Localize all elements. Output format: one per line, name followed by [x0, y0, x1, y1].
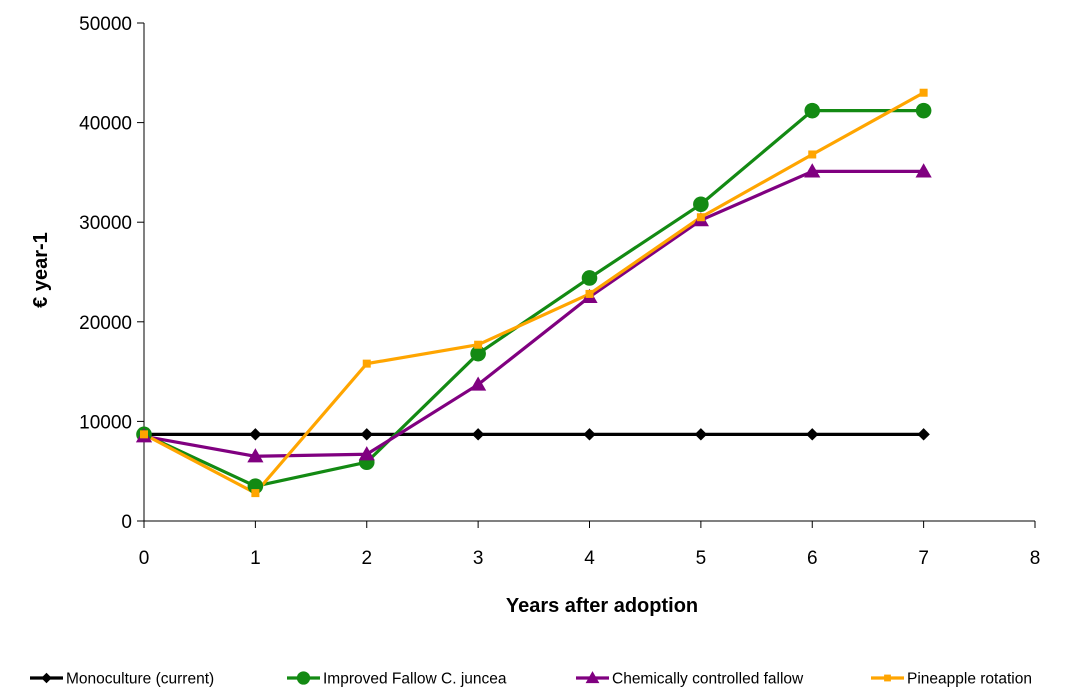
- series-line-2: [143, 169, 924, 458]
- y-tick-label: 30000: [79, 213, 132, 234]
- data-point-2-2: [358, 446, 375, 461]
- data-point-0-5: [694, 428, 708, 441]
- data-point-3-5: [696, 213, 705, 222]
- y-axis-title: € year-1: [30, 232, 52, 308]
- x-tick-label: 0: [139, 548, 150, 569]
- data-point-0-7: [917, 428, 930, 441]
- data-point-3-1: [251, 489, 260, 498]
- x-tick-label: 1: [250, 548, 261, 569]
- legend-marker-0: [41, 672, 52, 684]
- legend-label-3: Pineapple rotation: [907, 671, 1032, 688]
- series-markers: [135, 88, 932, 498]
- data-point-2-6: [804, 163, 821, 178]
- data-point-0-4: [583, 428, 596, 441]
- legend-marker-2: [585, 671, 600, 684]
- x-tick-label: 3: [473, 548, 484, 569]
- data-point-2-3: [470, 376, 487, 391]
- data-point-3-3: [474, 340, 483, 349]
- data-point-1-3: [470, 345, 486, 362]
- data-point-0-1: [249, 428, 262, 441]
- data-point-1-6: [804, 102, 821, 119]
- x-tick-label: 2: [361, 548, 372, 569]
- legend: Monoculture (current) Improved Fallow C. …: [30, 671, 1032, 688]
- legend-label-2: Chemically controlled fallow: [612, 671, 804, 688]
- x-axis-title: Years after adoption: [506, 595, 698, 617]
- data-point-1-4: [581, 270, 598, 286]
- data-point-3-0: [140, 430, 148, 439]
- data-point-1-5: [693, 196, 709, 213]
- data-point-2-1: [247, 448, 264, 463]
- axes: 0 10000 20000 30000 40000 50000 0 1 2 3 4 5 6 7 8: [79, 14, 1040, 569]
- data-point-3-2: [362, 359, 371, 368]
- x-tick-label: 5: [696, 548, 707, 569]
- data-point-0-3: [471, 428, 485, 441]
- series-lines: [143, 91, 925, 495]
- x-tick-label: 7: [918, 548, 929, 569]
- y-tick-label: 50000: [79, 14, 132, 35]
- legend-label-1: Improved Fallow C. juncea: [323, 671, 507, 688]
- series-line-1: [143, 109, 924, 488]
- legend-marker-1: [296, 671, 311, 685]
- x-tick-label: 8: [1030, 548, 1041, 569]
- data-point-3-4: [585, 289, 594, 298]
- y-tick-label: 40000: [79, 114, 132, 135]
- legend-label-0: Monoculture (current): [66, 671, 214, 688]
- x-tick-label: 6: [807, 548, 818, 569]
- data-point-0-6: [806, 428, 819, 441]
- series-line-3: [143, 91, 925, 495]
- x-tick-label: 4: [584, 548, 595, 569]
- y-tick-label: 10000: [79, 412, 132, 433]
- data-point-3-6: [808, 150, 817, 159]
- data-point-1-7: [915, 102, 932, 119]
- data-point-0-2: [360, 428, 373, 441]
- legend-marker-3: [884, 674, 891, 682]
- y-tick-label: 20000: [79, 313, 132, 334]
- y-tick-label: 0: [121, 512, 132, 533]
- data-point-3-7: [919, 88, 928, 97]
- data-point-2-7: [915, 163, 932, 178]
